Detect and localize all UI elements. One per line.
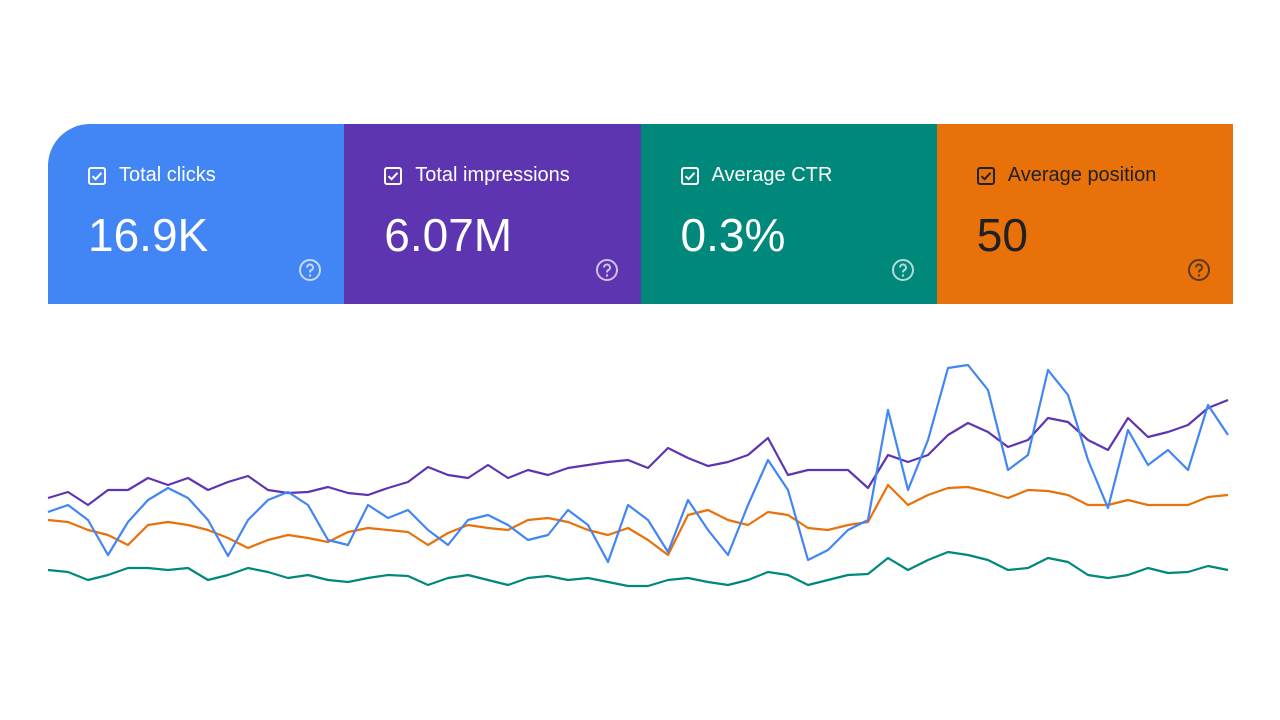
help-icon[interactable] — [595, 258, 619, 282]
metric-card[interactable]: Total impressions 6.07M — [344, 124, 641, 304]
metric-card[interactable]: Total clicks 16.9K — [48, 124, 345, 304]
checkbox[interactable] — [384, 167, 403, 185]
metric-value: 0.3% — [680, 209, 786, 261]
checkbox[interactable] — [88, 167, 106, 185]
metric-label: Total clicks — [119, 164, 216, 186]
checkbox[interactable] — [680, 167, 699, 185]
metric-value: 16.9K — [88, 209, 209, 261]
help-icon[interactable] — [891, 258, 915, 282]
metric-cards: Total clicks 16.9K Total impressions 6.07M A… — [48, 124, 1233, 304]
metric-value: 50 — [976, 209, 1028, 261]
metric-label: Average CTR — [711, 164, 833, 186]
series-line — [47, 363, 1229, 564]
checkbox[interactable] — [976, 167, 995, 185]
metric-card[interactable]: Average position 50 — [936, 124, 1233, 304]
series-line — [47, 550, 1229, 588]
metric-label: Total impressions — [415, 164, 570, 186]
help-icon[interactable] — [1187, 258, 1211, 282]
help-icon[interactable] — [298, 258, 322, 282]
metric-label: Average position — [1007, 164, 1157, 186]
series-line — [47, 483, 1229, 557]
series-line — [47, 398, 1229, 507]
metric-value: 6.07M — [384, 209, 513, 261]
metric-card[interactable]: Average CTR 0.3% — [640, 124, 937, 304]
